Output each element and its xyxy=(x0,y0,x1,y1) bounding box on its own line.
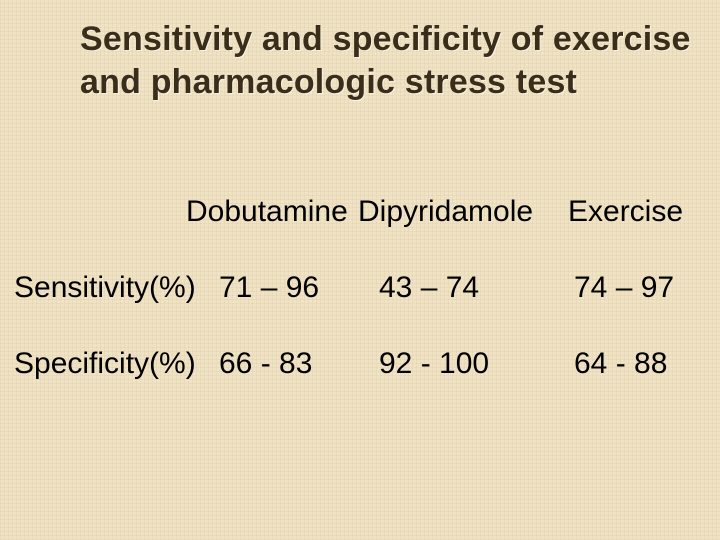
cell-sensitivity-dobutamine: 71 – 96 xyxy=(219,271,379,305)
col-header-exercise: Exercise xyxy=(568,195,683,229)
cell-sensitivity-dipyridamole: 43 – 74 xyxy=(379,271,574,305)
row-header-specificity: Specificity(%) xyxy=(0,347,219,381)
slide-title: Sensitivity and specificity of exercise … xyxy=(80,18,720,103)
col-header-dipyridamole: Dipyridamole xyxy=(358,195,568,229)
cell-sensitivity-exercise: 74 – 97 xyxy=(574,271,674,305)
cell-specificity-exercise: 64 - 88 xyxy=(574,347,667,381)
table-header-row: Dobutamine Dipyridamole Exercise xyxy=(0,195,720,229)
row-header-sensitivity: Sensitivity(%) xyxy=(0,271,219,305)
table-row: Sensitivity(%) 71 – 96 43 – 74 74 – 97 xyxy=(0,271,720,305)
table-row: Specificity(%) 66 - 83 92 - 100 64 - 88 xyxy=(0,347,720,381)
data-table: Dobutamine Dipyridamole Exercise Sensiti… xyxy=(0,195,720,423)
cell-specificity-dobutamine: 66 - 83 xyxy=(219,347,379,381)
col-header-dobutamine: Dobutamine xyxy=(186,195,358,229)
cell-specificity-dipyridamole: 92 - 100 xyxy=(379,347,574,381)
